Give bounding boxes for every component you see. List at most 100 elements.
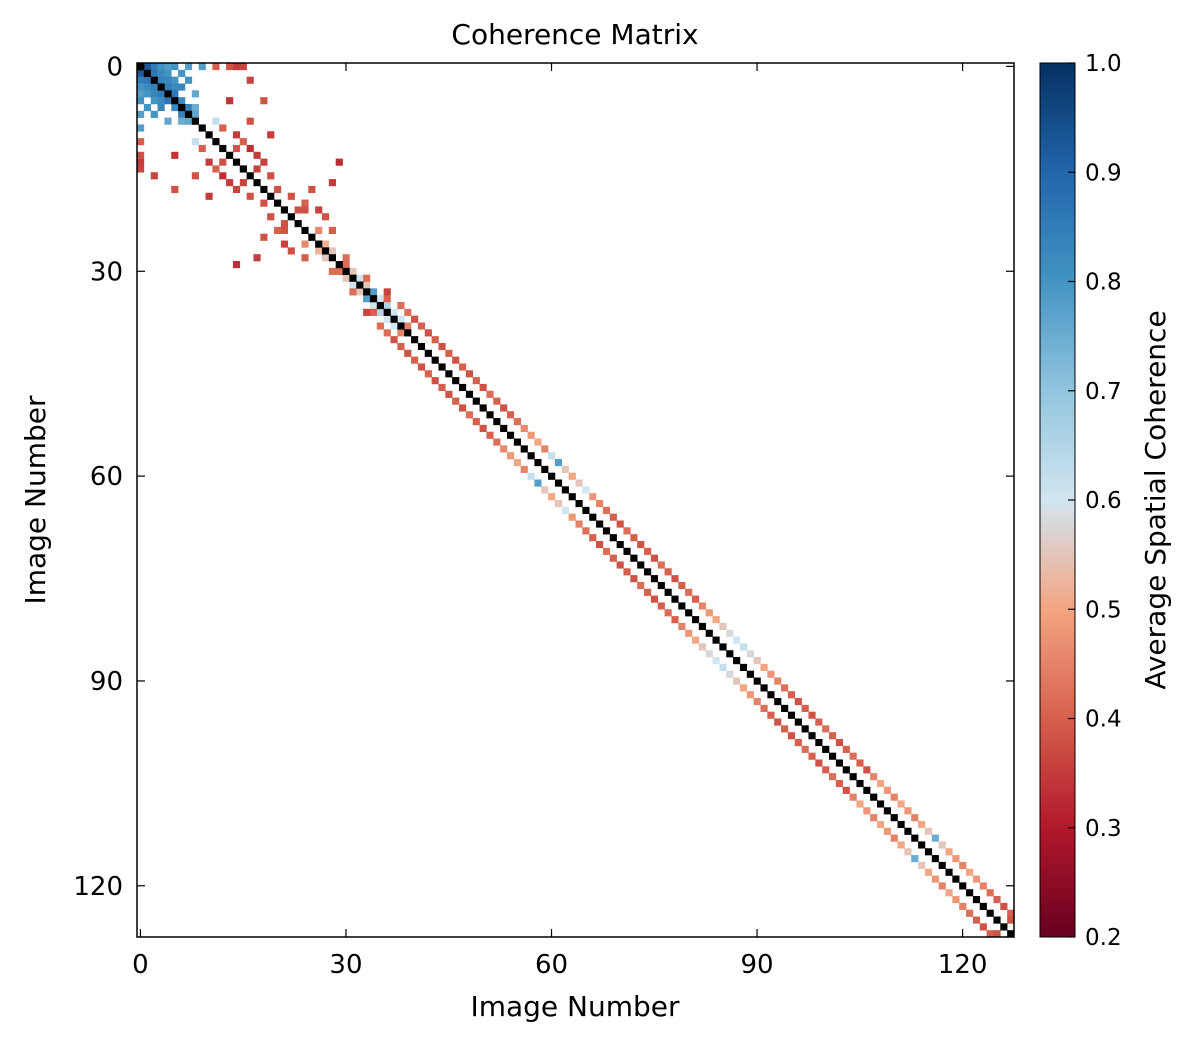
heatmap-diagonal-cell [644, 568, 652, 576]
heatmap-cell [829, 773, 837, 781]
heatmap-diagonal-cell [184, 110, 193, 118]
heatmap-cell [938, 882, 946, 890]
heatmap-diagonal-cell [534, 459, 542, 467]
heatmap-cell [328, 247, 336, 255]
heatmap-diagonal-cell [712, 636, 720, 644]
heatmap-cell [781, 725, 789, 733]
heatmap-cell [253, 151, 261, 159]
heatmap-diagonal-cell [493, 418, 501, 426]
heatmap-cell [774, 677, 782, 685]
heatmap-diagonal-cell [678, 602, 686, 610]
heatmap-cell [890, 834, 898, 842]
heatmap-diagonal-cell [164, 90, 172, 98]
heatmap-cell [979, 923, 987, 931]
heatmap-diagonal-cell [527, 452, 535, 460]
heatmap-cell [137, 69, 145, 77]
heatmap-cell [863, 766, 871, 774]
heatmap-diagonal-cell [438, 363, 446, 371]
heatmap-cell [698, 643, 706, 651]
heatmap-diagonal-cell [993, 916, 1001, 924]
heatmap-cell [397, 301, 405, 310]
heatmap-cell [822, 766, 830, 774]
heatmap-cell [301, 199, 309, 207]
heatmap-diagonal-cell [431, 356, 439, 364]
heatmap-cell [506, 411, 515, 419]
heatmap-cell [363, 295, 371, 303]
heatmap-diagonal-cell [664, 588, 672, 596]
heatmap-cell [801, 704, 809, 712]
heatmap-cell [534, 479, 542, 487]
heatmap-cell [972, 916, 981, 924]
heatmap-diagonal-cell [143, 69, 152, 77]
heatmap-diagonal-cell [486, 411, 494, 419]
heatmap-diagonal-cell [459, 383, 467, 392]
heatmap-cell [171, 103, 179, 112]
heatmap-diagonal-cell [301, 226, 309, 235]
heatmap-diagonal-cell [801, 725, 809, 733]
heatmap-cell [137, 151, 145, 159]
heatmap-cell [383, 295, 391, 303]
heatmap-diagonal-cell [650, 575, 659, 583]
heatmap-cell [404, 322, 412, 330]
heatmap-diagonal-cell [554, 479, 563, 487]
heatmap-cell [246, 117, 254, 125]
heatmap-cell [287, 247, 295, 255]
heatmap-cell [911, 814, 919, 822]
heatmap-diagonal-cell [808, 732, 816, 740]
heatmap-cell [397, 315, 405, 323]
heatmap-diagonal-cell [356, 281, 364, 289]
heatmap-cell [274, 185, 282, 194]
heatmap-cell [164, 117, 172, 125]
heatmap-cell [835, 738, 844, 747]
heatmap-cell [500, 445, 508, 453]
heatmap-cell [1007, 909, 1015, 917]
heatmap-cell [733, 677, 741, 685]
heatmap-diagonal-cell [657, 581, 665, 590]
heatmap-cell [644, 588, 652, 596]
heatmap-cell [424, 370, 432, 378]
heatmap-cell [363, 281, 371, 289]
heatmap-diagonal-cell [287, 213, 295, 221]
heatmap-cell [849, 793, 857, 801]
y-axis-label: Image Number [19, 395, 52, 605]
heatmap-cell [150, 83, 158, 91]
heatmap-cell [137, 83, 145, 91]
heatmap-cell [349, 281, 357, 289]
heatmap-cell [1000, 902, 1008, 910]
heatmap-cell [719, 622, 727, 631]
heatmap-cell [431, 336, 439, 344]
heatmap-cell [143, 76, 152, 84]
heatmap-cell [260, 97, 268, 105]
heatmap-diagonal-cell [376, 301, 384, 310]
heatmap-cell [137, 110, 145, 118]
heatmap-diagonal-cell [856, 779, 864, 788]
heatmap-cell [438, 383, 446, 392]
heatmap-cell [472, 418, 480, 426]
heatmap-diagonal-cell [205, 131, 213, 139]
heatmap-diagonal-cell [829, 752, 837, 760]
heatmap-diagonal-cell [520, 445, 528, 453]
heatmap-diagonal-cell [219, 144, 227, 153]
heatmap-cell [582, 527, 590, 535]
heatmap-diagonal-cell [404, 329, 412, 337]
heatmap-cell [705, 609, 713, 617]
heatmap-diagonal-cell [424, 349, 432, 357]
heatmap-cell [459, 404, 467, 412]
heatmap-cell [184, 117, 193, 125]
heatmap-cell [609, 554, 617, 562]
heatmap-cell [986, 930, 994, 938]
heatmap-diagonal-cell [513, 438, 521, 446]
y-tick-label: 30 [90, 257, 123, 287]
heatmap-diagonal-cell [781, 704, 789, 712]
heatmap-cell [787, 732, 796, 740]
heatmap-cell [500, 404, 508, 412]
heatmap-cell [602, 506, 611, 514]
heatmap-cell [623, 527, 631, 535]
heatmap-cell [239, 138, 247, 146]
heatmap-cell [568, 513, 576, 521]
heatmap-cell [541, 445, 549, 453]
heatmap-cell [280, 226, 289, 235]
heatmap-cell [184, 103, 193, 112]
heatmap-diagonal-cell [328, 254, 336, 262]
heatmap-cell [506, 452, 515, 460]
